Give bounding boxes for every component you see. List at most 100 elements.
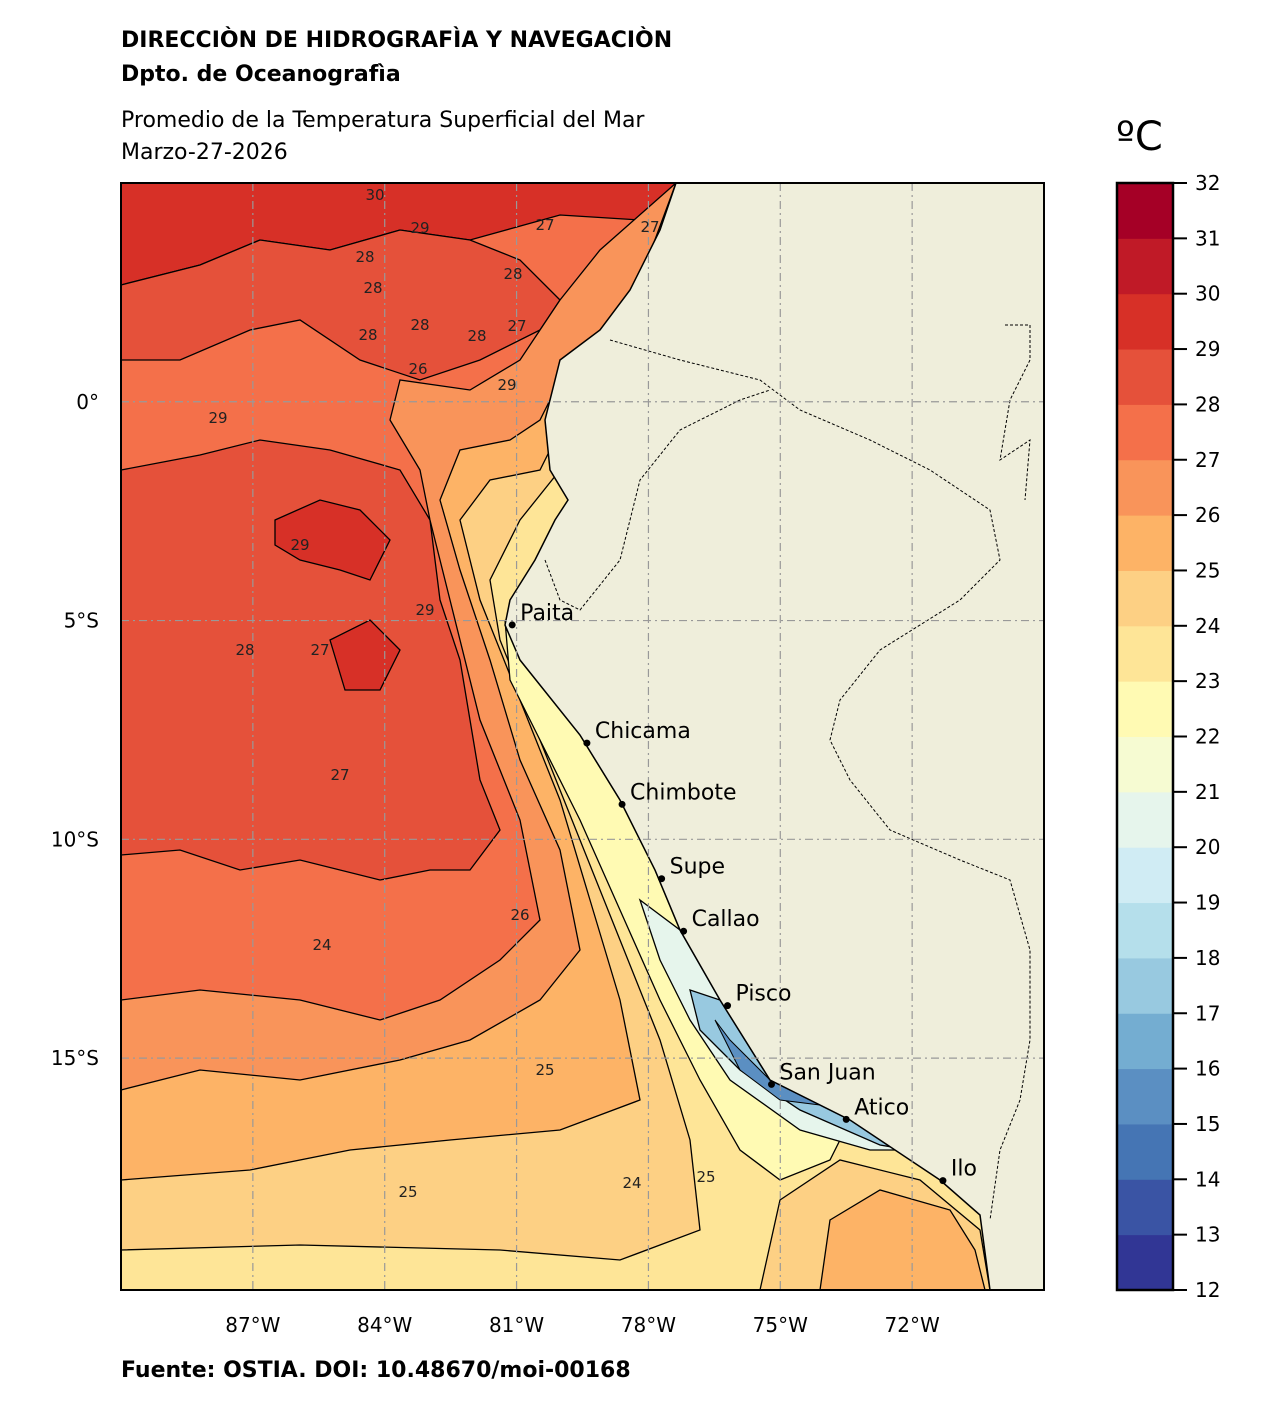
colorbar-segment-17-18 [1117,957,1173,1014]
contour-label: 28 [235,641,254,659]
colorbar-tick-label: 29 [1195,337,1220,361]
contour-label: 28 [358,326,377,344]
city-label-chicama: Chicama [595,719,691,744]
contour-label: 28 [355,248,374,266]
colorbar-segment-19-20 [1117,847,1173,904]
map-date: Marzo-27-2026 [121,140,288,165]
lon-tick-label: 81°W [489,1313,544,1337]
city-marker [842,1115,850,1123]
contour-label: 27 [507,317,526,335]
contour-label: 28 [467,327,486,345]
city-label-chimbote: Chimbote [630,780,736,805]
country-borders [544,324,1031,1221]
colorbar-tick-label: 26 [1195,503,1220,527]
contour-label: 29 [497,376,516,394]
institution-title: DIRECCIÒN DE HIDROGRAFÌA Y NAVEGACIÒN [121,28,673,53]
colorbar-tick-label: 22 [1195,725,1220,749]
colorbar-tick-label: 15 [1195,1112,1220,1136]
city-marker [508,621,516,629]
city-label-supe: Supe [670,855,725,880]
contour-label: 25 [696,1168,715,1186]
colorbar-segment-29-30 [1117,293,1173,350]
contour-label: 24 [312,936,331,954]
colorbar-segment-20-21 [1117,791,1173,848]
colorbar-tick-label: 30 [1195,282,1220,306]
colorbar-segment-30-31 [1117,238,1173,295]
source-note: Fuente: OSTIA. DOI: 10.48670/moi-00168 [121,1358,631,1383]
colorbar-tick-label: 27 [1195,448,1220,472]
colorbar-segment-25-26 [1117,515,1173,571]
colorbar-tick-label: 12 [1195,1278,1220,1302]
colorbar-tick-label: 25 [1195,558,1220,582]
colorbar-tick-label: 14 [1195,1167,1220,1191]
colorbar-segment-27-28 [1117,404,1173,461]
city-label-paita: Paita [520,601,574,626]
colorbar-segment-15-16 [1117,1068,1173,1125]
city-marker [939,1177,947,1185]
lon-tick-label: 84°W [357,1313,412,1337]
map-frame [120,182,1045,1291]
city-label-ilo: Ilo [951,1157,977,1182]
contour-label: 30 [365,186,384,204]
lat-tick-label: 5°S [64,609,99,633]
colorbar-tick-label: 17 [1195,1001,1220,1025]
colorbar-segment-18-19 [1117,902,1173,959]
colorbar: 12 13 14 15 16 17 18 19 20 21 22 23 24 25 26 27 28 29 30 31… [1115,171,1220,1302]
colorbar-segment-23-24 [1117,625,1173,682]
contour-label: 28 [363,279,382,297]
colorbar-tick-label: 28 [1195,392,1220,416]
contour-label: 26 [408,360,427,378]
colorbar-tick-label: 31 [1195,226,1220,250]
colorbar-segment-28-29 [1117,349,1173,405]
contour-label: 27 [330,766,349,784]
city-markers: Paita Chicama Chimbote Supe Callao Pisco San J… [508,601,977,1185]
colorbar-tick-label: 13 [1195,1223,1220,1247]
lon-tick-label: 75°W [753,1313,808,1337]
contour-label: 27 [310,641,329,659]
contour-label: 28 [410,316,429,334]
sst-zone-29-30-blob [274,499,391,581]
contour-label: 29 [208,409,227,427]
city-marker [767,1080,775,1088]
city-marker [724,1002,732,1010]
city-marker [583,739,591,747]
lon-tick-label: 72°W [885,1313,940,1337]
lat-tick-label: 0° [76,390,99,414]
colorbar-segment-26-27 [1117,459,1173,516]
department-title: Dpto. de Oceanografìa [121,62,401,87]
contour-label: 28 [503,265,522,283]
contour-labels: 30 29 27 27 28 28 28 28 28 28 26 27 29 29 29 29 28 27 27 26… [208,186,715,1201]
city-label-atico: Atico [854,1095,909,1120]
lat-tick-label: 10°S [51,827,99,851]
map-title: Promedio de la Temperatura Superficial d… [121,108,645,133]
axis-ticks: 87°W 84°W 81°W 78°W 75°W 72°W 0° 5°S 10°S 15°S [51,390,940,1337]
lon-tick-label: 78°W [621,1313,676,1337]
colorbar-tick-label: 20 [1195,835,1220,859]
city-marker [680,927,688,935]
city-marker [618,800,626,808]
city-label-callao: Callao [692,907,760,932]
colorbar-segment-13-14 [1117,1179,1173,1236]
colorbar-tick-label: 19 [1195,891,1220,915]
gridlines [121,183,1044,1290]
colorbar-segment-14-15 [1117,1123,1173,1180]
contour-label: 24 [622,1174,641,1192]
contour-label: 26 [510,906,529,924]
colorbar-tick-label: 23 [1195,669,1220,693]
colorbar-tick-label: 24 [1195,614,1220,638]
contour-label: 27 [640,218,659,236]
contour-label: 29 [415,601,434,619]
city-marker [658,875,666,883]
colorbar-segment-16-17 [1117,1013,1173,1070]
colorbar-segment-24-25 [1117,570,1173,627]
contour-label: 25 [398,1183,417,1201]
colorbar-tick-label: 32 [1195,171,1220,195]
sst-zone-28-29 [121,439,501,881]
contour-label: 29 [410,219,429,237]
colorbar-tick-label: 21 [1195,780,1220,804]
colorbar-tick-label: 18 [1195,946,1220,970]
contour-label: 25 [535,1061,554,1079]
city-label-pisco: Pisco [736,982,792,1007]
colorbar-segment-21-22 [1117,736,1173,793]
